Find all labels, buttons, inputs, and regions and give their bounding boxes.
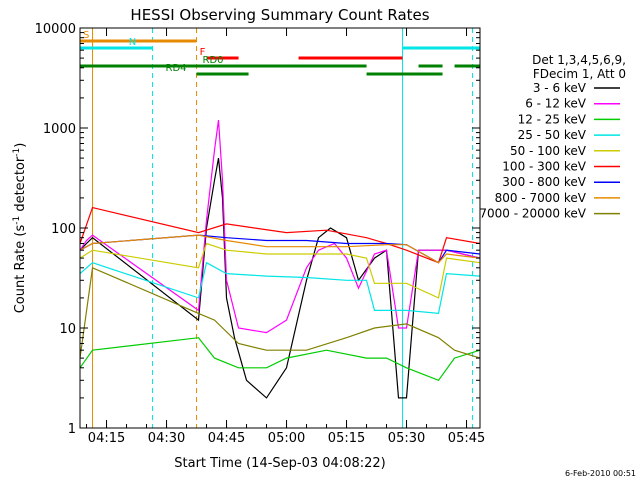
x-axis-label: Start Time (14-Sep-03 04:08:22) [174,456,385,471]
legend-label-5: 100 - 300 keV [502,160,586,174]
legend-label-7: 800 - 7000 keV [495,191,587,205]
legend-header-2: FDecim 1, Att 0 [533,67,626,81]
axes: 04:15 04:30 04:45 05:00 05:15 05:30 05:45 1 10 10… [35,22,486,446]
x-tick-label-6: 05:45 [448,431,485,446]
x-tick-label-0: 04:15 [88,431,125,446]
x-tick-label-2: 04:45 [208,431,245,446]
legend-label-1: 6 - 12 keV [525,97,587,111]
flag-label-5: RD0 [203,55,224,66]
x-tick-label-5: 05:30 [388,431,425,446]
series-line-2 [79,337,481,382]
series-line-0 [79,157,481,399]
legend-label-8: 7000 - 20000 keV [479,207,586,221]
legend-label-0: 3 - 6 keV [533,81,587,95]
series-line-3 [79,261,481,315]
flag-label-9: RD4 [166,63,187,74]
series-line-8 [79,266,481,359]
x-tick-label-4: 05:15 [328,431,365,446]
legend-header-1: Det 1,3,4,5,6,9, [532,53,626,67]
y-axis-label: Count Rate (s-1 detector-1) [12,143,28,314]
plot-area [79,28,481,428]
series-line-1 [79,120,481,334]
y-tick-label-2: 100 [51,222,76,237]
y-tick-label-0: 1 [68,422,76,437]
flag-label-1: N [129,37,136,48]
plot-frame [79,27,481,429]
y-tick-label-1: 10 [59,322,76,337]
y-tick-label-4: 10000 [35,22,76,37]
legend-label-3: 25 - 50 keV [518,128,587,142]
series-line-4 [79,242,481,299]
flag-label-0: S [83,30,89,41]
legend-label-4: 50 - 100 keV [510,144,587,158]
legend-label-2: 12 - 25 keV [518,112,587,126]
series-line-7 [79,234,481,264]
chart-title: HESSI Observing Summary Count Rates [130,6,429,24]
flag-label-3: F [200,47,206,58]
legend: Det 1,3,4,5,6,9, FDecim 1, Att 0 3 - 6 k… [479,53,626,221]
legend-label-6: 300 - 800 keV [502,175,586,189]
y-tick-label-3: 1000 [43,122,76,137]
x-tick-label-3: 05:00 [268,431,305,446]
x-tick-label-1: 04:30 [148,431,185,446]
footer-date: 6-Feb-2010 00:51 [565,469,636,478]
